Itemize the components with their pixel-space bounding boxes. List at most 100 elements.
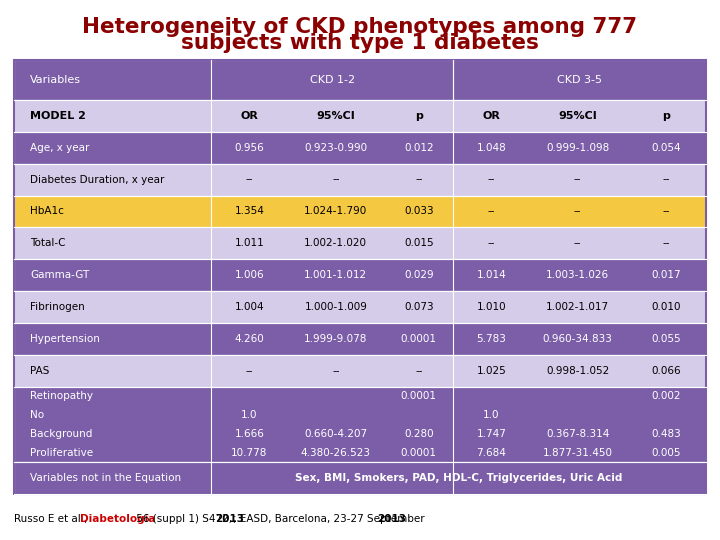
- Text: --: --: [662, 238, 670, 248]
- Text: Gamma-GT: Gamma-GT: [30, 270, 89, 280]
- Text: 0.073: 0.073: [404, 302, 433, 312]
- Text: 1.024-1.790: 1.024-1.790: [304, 206, 367, 217]
- Bar: [14, 195, 706, 227]
- Text: --: --: [246, 174, 253, 185]
- Bar: [14, 132, 706, 164]
- Text: --: --: [487, 174, 495, 185]
- Text: 1.002-1.020: 1.002-1.020: [305, 238, 367, 248]
- Text: 1.011: 1.011: [235, 238, 264, 248]
- Text: 4.260: 4.260: [235, 334, 264, 344]
- Text: HbA1c: HbA1c: [30, 206, 64, 217]
- Text: Proliferative: Proliferative: [30, 448, 94, 458]
- Text: 1.003-1.026: 1.003-1.026: [546, 270, 609, 280]
- Text: --: --: [332, 366, 340, 376]
- Text: Russo E et al.,: Russo E et al.,: [14, 515, 91, 524]
- Text: 0.054: 0.054: [651, 143, 680, 153]
- Text: 1.877-31.450: 1.877-31.450: [543, 448, 613, 458]
- Text: 0.0001: 0.0001: [401, 391, 437, 401]
- Bar: [14, 259, 706, 291]
- Text: CKD 3-5: CKD 3-5: [557, 75, 602, 85]
- Text: 1.004: 1.004: [235, 302, 264, 312]
- Text: 0.0001: 0.0001: [401, 334, 437, 344]
- Text: p: p: [662, 111, 670, 121]
- Text: 0.012: 0.012: [404, 143, 433, 153]
- Bar: [14, 291, 706, 323]
- Text: 2013: 2013: [377, 515, 405, 524]
- Text: 10.778: 10.778: [231, 448, 268, 458]
- Text: --: --: [487, 238, 495, 248]
- Text: Total-C: Total-C: [30, 238, 66, 248]
- Text: 0.017: 0.017: [651, 270, 680, 280]
- Text: 56 (suppl 1) S472,: 56 (suppl 1) S472,: [133, 515, 235, 524]
- Text: 1.025: 1.025: [477, 366, 506, 376]
- Bar: [14, 323, 706, 355]
- Text: 1.999-9.078: 1.999-9.078: [304, 334, 367, 344]
- Text: 0.005: 0.005: [651, 448, 680, 458]
- Text: --: --: [332, 174, 340, 185]
- Text: 5.783: 5.783: [477, 334, 506, 344]
- Text: 0.660-4.207: 0.660-4.207: [305, 429, 367, 439]
- Text: 95%CI: 95%CI: [316, 111, 355, 121]
- Text: Retinopathy: Retinopathy: [30, 391, 93, 401]
- Text: --: --: [574, 238, 582, 248]
- Text: 0.066: 0.066: [651, 366, 680, 376]
- Bar: [14, 60, 706, 494]
- Text: 0.0001: 0.0001: [401, 448, 437, 458]
- Text: Sex, BMI, Smokers, PAD, HDL-C, Triglycerides, Uric Acid: Sex, BMI, Smokers, PAD, HDL-C, Triglycer…: [294, 473, 622, 483]
- Text: 0.956: 0.956: [235, 143, 264, 153]
- Text: 7.684: 7.684: [477, 448, 506, 458]
- Bar: [14, 164, 706, 195]
- Text: Variables: Variables: [30, 75, 81, 85]
- Text: --: --: [574, 174, 582, 185]
- Text: 1.001-1.012: 1.001-1.012: [305, 270, 367, 280]
- Text: 1.014: 1.014: [477, 270, 506, 280]
- Text: Diabetologia: Diabetologia: [80, 515, 156, 524]
- Text: 0.367-8.314: 0.367-8.314: [546, 429, 609, 439]
- Bar: [14, 355, 706, 387]
- Text: CKD 1-2: CKD 1-2: [310, 75, 355, 85]
- Text: 0.998-1.052: 0.998-1.052: [546, 366, 609, 376]
- Text: 1.666: 1.666: [235, 429, 264, 439]
- Text: 0.010: 0.010: [651, 302, 680, 312]
- Text: --: --: [415, 174, 423, 185]
- Text: 1.002-1.017: 1.002-1.017: [546, 302, 609, 312]
- Text: 1.0: 1.0: [241, 410, 258, 420]
- Text: --: --: [415, 366, 423, 376]
- Text: Age, x year: Age, x year: [30, 143, 89, 153]
- Text: PAS: PAS: [30, 366, 50, 376]
- Text: 1.000-1.009: 1.000-1.009: [305, 302, 367, 312]
- Text: No: No: [30, 410, 45, 420]
- Bar: [14, 100, 706, 132]
- Text: 4.380-26.523: 4.380-26.523: [301, 448, 371, 458]
- Text: 0.015: 0.015: [404, 238, 433, 248]
- Text: 1.010: 1.010: [477, 302, 506, 312]
- Text: 0.002: 0.002: [651, 391, 680, 401]
- Text: Fibrinogen: Fibrinogen: [30, 302, 85, 312]
- Text: 1.048: 1.048: [477, 143, 506, 153]
- Text: --: --: [574, 206, 582, 217]
- Text: 2013: 2013: [215, 515, 244, 524]
- Text: 0.029: 0.029: [404, 270, 433, 280]
- Text: 1.0: 1.0: [483, 410, 500, 420]
- Bar: [14, 60, 706, 100]
- Bar: [14, 227, 706, 259]
- Text: MODEL 2: MODEL 2: [30, 111, 86, 121]
- Text: 0.033: 0.033: [404, 206, 433, 217]
- Text: 0.055: 0.055: [651, 334, 680, 344]
- Text: 0.999-1.098: 0.999-1.098: [546, 143, 609, 153]
- Text: --: --: [662, 206, 670, 217]
- Text: 0.280: 0.280: [404, 429, 433, 439]
- Text: 1.747: 1.747: [477, 429, 506, 439]
- Text: 95%CI: 95%CI: [558, 111, 597, 121]
- Text: Diabetes Duration, x year: Diabetes Duration, x year: [30, 174, 165, 185]
- Text: Heterogeneity of CKD phenotypes among 777: Heterogeneity of CKD phenotypes among 77…: [82, 17, 638, 37]
- Bar: [14, 462, 706, 494]
- Text: OR: OR: [240, 111, 258, 121]
- Text: p: p: [415, 111, 423, 121]
- Text: ; EASD, Barcelona, 23-27 September: ; EASD, Barcelona, 23-27 September: [233, 515, 428, 524]
- Text: Background: Background: [30, 429, 93, 439]
- Text: 0.923-0.990: 0.923-0.990: [305, 143, 367, 153]
- Text: 1.354: 1.354: [235, 206, 264, 217]
- Text: OR: OR: [482, 111, 500, 121]
- Text: --: --: [246, 366, 253, 376]
